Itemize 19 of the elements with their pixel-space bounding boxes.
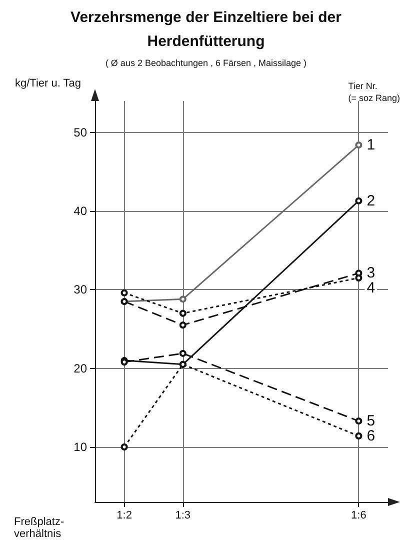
series-label: 1 xyxy=(366,136,376,154)
series-label: 6 xyxy=(366,428,376,445)
y-tick-label: 10 xyxy=(74,440,88,454)
series-label: 4 xyxy=(366,280,376,297)
y-axis-title: kg/Tier u. Tag xyxy=(15,78,82,90)
y-tick-label: 50 xyxy=(74,125,88,140)
chart-subtitle: ( Ø aus 2 Beobachtungen , 6 Färsen , Maissilage ) xyxy=(104,58,308,68)
y-tick-label: 20 xyxy=(74,361,88,376)
x-tick-label: 1:3 xyxy=(175,510,191,522)
x-axis-title: Freßplatz- verhältnis xyxy=(14,516,64,540)
x-tick-label: 1:2 xyxy=(116,510,132,522)
x-tick-label: 1:6 xyxy=(351,510,366,522)
series-label: 5 xyxy=(366,412,376,430)
chart-title: Verzehrsmenge der Einzeltiere bei der Herdenfütterung xyxy=(70,8,342,52)
y-tick-label: 30 xyxy=(74,282,88,297)
legend-title: Tier Nr. (= soz Rang) xyxy=(348,81,400,103)
series-label: 3 xyxy=(366,264,376,282)
series-label: 2 xyxy=(366,192,376,210)
y-tick-label: 40 xyxy=(74,204,88,218)
